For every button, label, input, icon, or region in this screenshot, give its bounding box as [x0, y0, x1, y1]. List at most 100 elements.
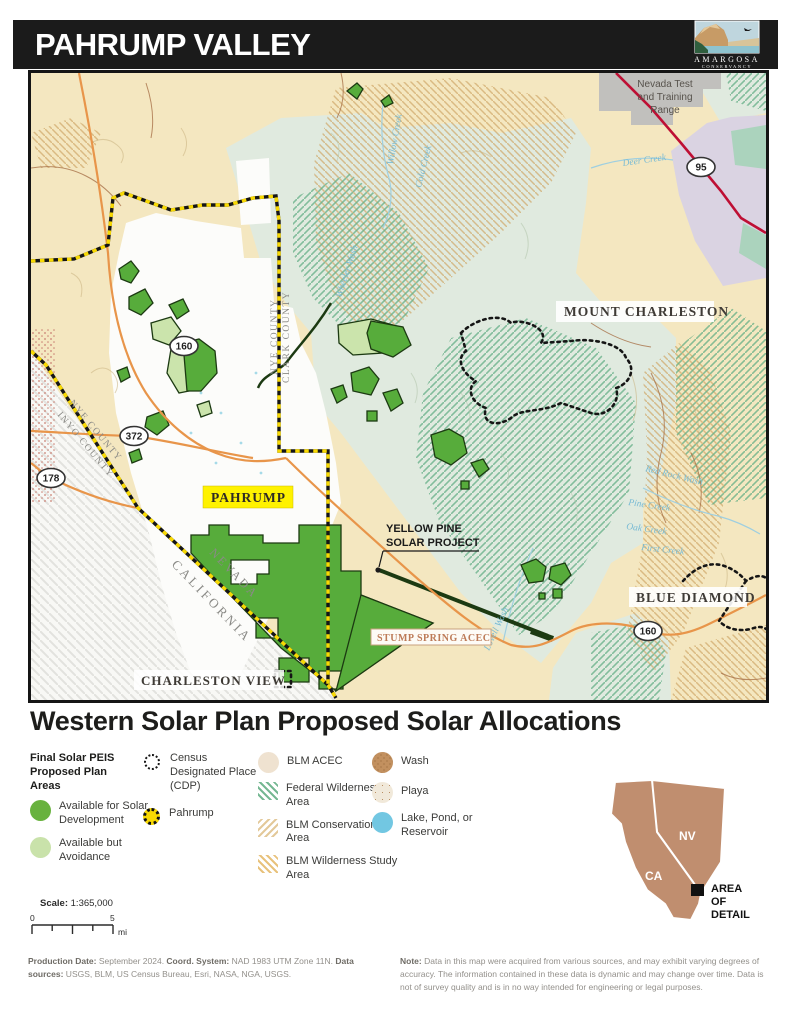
- scale-label: Scale:: [40, 898, 68, 909]
- playa-swatch: [372, 782, 393, 803]
- header-bar: PAHRUMP VALLEY AMARGOSA CONSERVANCY: [13, 20, 778, 69]
- shield-178: 178: [43, 474, 60, 485]
- nye-county-label-e: NYE COUNTY: [270, 299, 280, 375]
- yellow-pine-label-2: SOLAR PROJECT: [386, 537, 480, 549]
- fed-wilderness-swatch: [258, 782, 278, 800]
- terrain-shading: [70, 127, 728, 590]
- transmission-line-end: [529, 628, 555, 642]
- logo-wordmark: AMARGOSA: [694, 55, 760, 64]
- footer-note: Note: Data in this map were acquired fro…: [400, 956, 764, 993]
- yellow-pine-label-1: YELLOW PINE: [386, 523, 462, 535]
- valley-floor-north: [236, 158, 271, 225]
- pahrump-plate: [202, 485, 294, 509]
- mount-charleston-label: MOUNT CHARLESTON: [564, 304, 729, 319]
- scale-unit: mi: [118, 927, 127, 937]
- blue-diamond-label: BLUE DIAMOND: [636, 590, 756, 605]
- yellow-pine-callout: YELLOW PINE SOLAR PROJECT: [375, 523, 480, 573]
- legend-item-pahrump: Pahrump: [142, 807, 262, 826]
- highway-shields: 95 160 160 372 178: [36, 156, 716, 642]
- avoidance-swatch: [30, 836, 51, 858]
- shield-160-nw: 160: [176, 342, 193, 353]
- available-swatch: [30, 800, 51, 822]
- legend-item-cdp: Census Designated Place (CDP): [142, 752, 262, 793]
- legend-item-available: Available for Solar Development: [30, 800, 151, 828]
- charleston-view-plate: [134, 670, 284, 690]
- section-title: Western Solar Plan Proposed Solar Alloca…: [30, 706, 622, 736]
- blue-diamond-plate: [629, 587, 747, 607]
- stump-spring-label: STUMP SPRING ACEC: [377, 633, 491, 644]
- federal-wilderness-hatch: [293, 73, 766, 700]
- data-sources-label: Data sources:: [28, 956, 354, 980]
- legend-item-playa: Playa: [372, 782, 481, 803]
- creek-lines: [381, 102, 761, 644]
- svg-text:DETAIL: DETAIL: [711, 909, 750, 921]
- note-label: Note:: [400, 956, 422, 966]
- blm-wsa-swatch: [258, 855, 278, 873]
- legend-item-wash: Wash: [372, 752, 481, 773]
- cdp-swatch: [144, 754, 160, 770]
- scale-text: Scale: 1:365,000: [40, 898, 113, 909]
- charleston-view-label: CHARLESTON VIEW: [141, 673, 286, 688]
- map-frame: Nevada Test and Training Range Willow Cr…: [28, 70, 769, 703]
- first-creek-label: First Creek: [640, 543, 686, 558]
- legend-item-acec: BLM ACEC: [258, 752, 399, 773]
- logo-subtext: CONSERVANCY: [701, 64, 753, 69]
- inset-california: [610, 779, 702, 921]
- production-date-label: Production Date:: [28, 956, 97, 966]
- lake-swatch: [372, 812, 393, 833]
- legend-item-fed-wilderness: Federal Wilderness Area: [258, 782, 399, 810]
- inset-area-marker: [691, 884, 704, 896]
- yellow-pine-point: [375, 567, 381, 573]
- svg-text:and Training: and Training: [637, 92, 692, 103]
- legend-col-cdp: Census Designated Place (CDP) Pahrump: [142, 752, 262, 834]
- minor-roads: [30, 72, 767, 681]
- inset-area-label: AREA OF DETAIL: [711, 883, 750, 921]
- scale-bar: 0 5 mi: [28, 912, 138, 945]
- coord-system-label: Coord. System:: [166, 956, 230, 966]
- svg-text:Range: Range: [650, 105, 680, 116]
- svg-text:AREA: AREA: [711, 883, 742, 895]
- inset-ca-label: CA: [645, 869, 663, 883]
- legend-item-avoidance: Available but Avoidance: [30, 836, 151, 865]
- svg-text:Nevada Test: Nevada Test: [637, 79, 693, 90]
- shield-160-se: 160: [640, 627, 657, 638]
- scale-min: 0: [30, 913, 35, 923]
- legend-col-blm: BLM ACEC Federal Wilderness Area BLM Con…: [258, 752, 399, 892]
- area-of-detail-inset: NV CA AREA OF DETAIL: [595, 772, 770, 942]
- footer-production: Production Date: September 2024. Coord. …: [28, 956, 354, 980]
- amargosa-conservancy-logo: AMARGOSA CONSERVANCY: [694, 20, 760, 69]
- scale-value: 1:365,000: [70, 898, 113, 909]
- pahrump-cdp-boundary: [29, 191, 338, 699]
- logo-illustration: [694, 20, 760, 54]
- riparian-line: [256, 302, 333, 389]
- page-title: PAHRUMP VALLEY: [35, 26, 311, 62]
- svg-text:OF: OF: [711, 896, 727, 908]
- nttr-label: Nevada Test and Training Range: [637, 79, 693, 116]
- scale-max: 5: [110, 913, 115, 923]
- legend-item-blm-wsa: BLM Wilderness Study Area: [258, 855, 399, 883]
- yellow-pine-leader: [378, 550, 384, 568]
- legend-item-blm-conservation: BLM Conservation Area: [258, 818, 399, 847]
- mount-charleston-plate: [556, 301, 714, 322]
- legend-col-plan-areas: Final Solar PEIS Proposed Plan Areas Ava…: [30, 752, 151, 873]
- transmission-line: [378, 568, 549, 638]
- acec-swatch: [258, 752, 279, 773]
- legend-header: Final Solar PEIS Proposed Plan Areas: [30, 752, 115, 792]
- stump-spring-acec: STUMP SPRING ACEC: [370, 628, 492, 646]
- inset-states: [610, 779, 726, 921]
- legend-col-hydro: Wash Playa Lake, Pond, or Reservoir: [372, 752, 481, 849]
- clark-county-label: CLARK COUNTY: [282, 291, 292, 383]
- pahrump-label: PAHRUMP: [211, 490, 286, 505]
- blm-conservation-swatch: [258, 818, 278, 837]
- mount-charleston-cdp: [459, 316, 633, 425]
- shield-372: 372: [126, 432, 143, 443]
- inset-nv-label: NV: [679, 829, 696, 843]
- terrain-shading-sage: [330, 132, 578, 526]
- legend-item-lake: Lake, Pond, or Reservoir: [372, 812, 481, 840]
- wash-swatch: [372, 752, 393, 773]
- place-labels: MOUNT CHARLESTON BLUE DIAMOND CHARLESTON…: [134, 301, 756, 690]
- teal-patches: [731, 125, 766, 269]
- pahrump-swatch: [143, 808, 160, 826]
- scale-ticks: [31, 924, 114, 934]
